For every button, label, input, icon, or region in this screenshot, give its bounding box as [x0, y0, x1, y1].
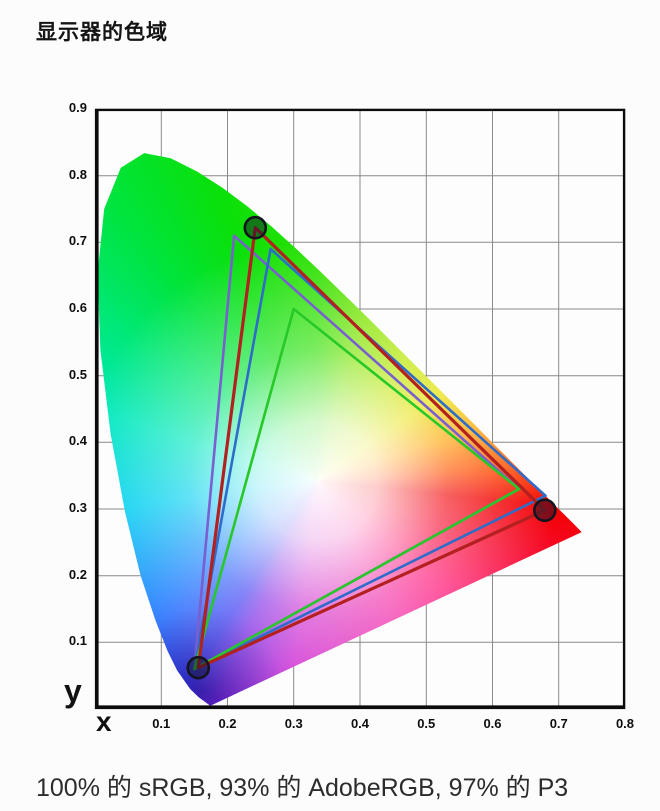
plot-border: [94, 108, 626, 710]
y-tick-label: 0.5: [68, 366, 87, 382]
x-axis-label: x: [96, 706, 112, 737]
display-measured-gamut: [196, 226, 547, 670]
primary-point-marker: [532, 498, 557, 523]
page-title: 显示器的色域: [36, 21, 168, 44]
y-tick-label: 0.8: [68, 166, 87, 182]
primary-point-marker: [186, 655, 211, 680]
y-tick-label: 0.1: [68, 633, 87, 649]
chromaticity-chart: 0.1 0.2 0.3 0.4 0.5 0.6 0.7 0.8 0.9 0.1 0.2 0.3 0.4…: [64, 100, 634, 736]
sRGB-gamut: [193, 307, 521, 671]
y-tick-label: 0.9: [68, 100, 87, 115]
primary-point-marker: [243, 215, 268, 240]
gamut-triangles-layer: [94, 108, 626, 710]
x-tick-label: 0.5: [417, 716, 436, 731]
x-tick-label: 0.3: [284, 716, 303, 731]
y-tick-label: 0.7: [68, 233, 87, 249]
P3-gamut: [193, 247, 547, 671]
x-tick-label: 0.2: [218, 716, 237, 731]
x-tick-label: 0.1: [152, 716, 171, 731]
y-tick-label: 0.4: [68, 433, 87, 449]
gamut-coverage-caption: 100% 的 sRGB, 93% 的 AdobeRGB, 97% 的 P3: [36, 774, 569, 802]
x-tick-label: 0.6: [483, 716, 502, 731]
x-tick-label: 0.4: [350, 716, 370, 731]
y-axis-label: y: [64, 673, 82, 709]
x-tick-label: 0.7: [549, 716, 568, 731]
y-tick-label: 0.3: [68, 500, 87, 515]
y-tick-label: 0.6: [68, 300, 87, 315]
x-tick-label: 0.8: [615, 716, 635, 731]
y-tick-label: 0.2: [68, 566, 87, 582]
AdobeRGB-gamut: [193, 234, 521, 671]
